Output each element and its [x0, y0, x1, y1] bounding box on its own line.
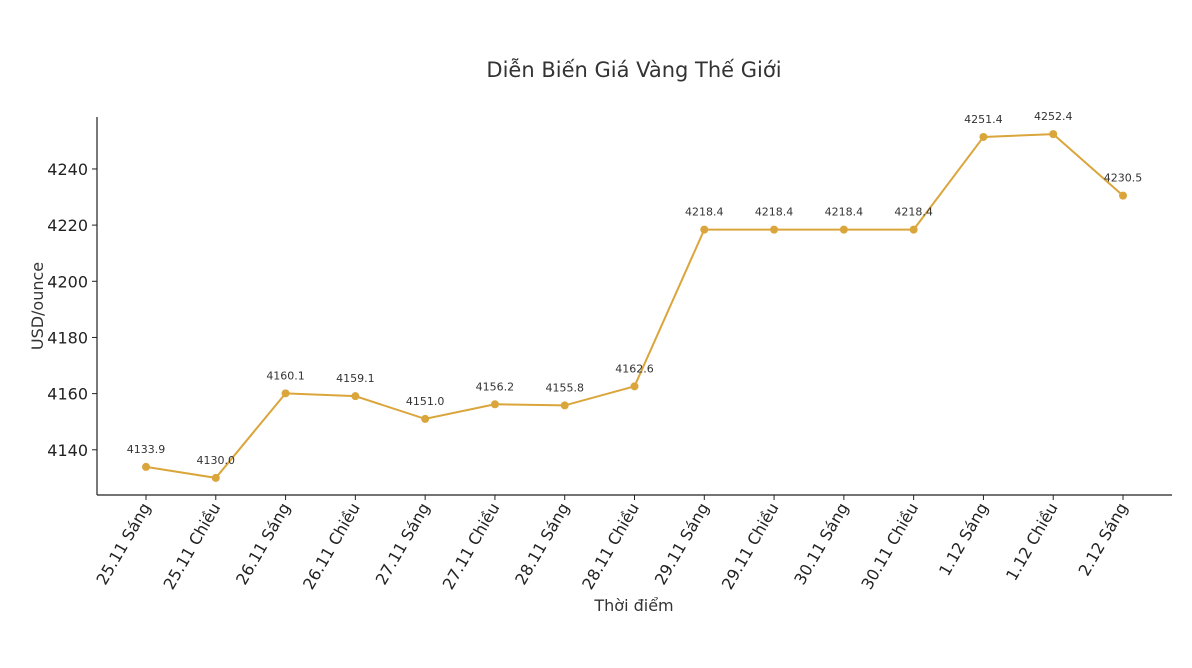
- x-tick-label: 30.11 Chiều: [857, 500, 922, 593]
- data-label: 4162.6: [615, 362, 654, 375]
- data-point: [281, 389, 290, 398]
- y-tick-label: 4200: [47, 272, 88, 291]
- data-points: [142, 130, 1127, 482]
- data-point: [1049, 130, 1058, 139]
- x-ticks: 25.11 Sáng 25.11 Chiều 26.11 Sáng 26.11 Chi…: [92, 495, 1131, 593]
- data-point: [979, 132, 988, 141]
- x-tick-label: 25.11 Sáng: [92, 500, 154, 588]
- x-tick-label: 29.11 Chiều: [718, 500, 783, 593]
- data-point: [700, 225, 709, 234]
- x-tick-label: 27.11 Chiều: [439, 500, 504, 593]
- x-tick-label: 26.11 Chiều: [299, 500, 364, 593]
- x-tick-label: 29.11 Sáng: [651, 500, 713, 588]
- data-point: [421, 414, 430, 423]
- data-label: 4159.1: [336, 372, 375, 385]
- x-tick-label: 28.11 Sáng: [511, 500, 573, 588]
- x-tick-label: 25.11 Chiều: [159, 500, 224, 593]
- data-label: 4251.4: [964, 113, 1003, 126]
- data-label: 4133.9: [127, 443, 166, 456]
- data-point: [630, 382, 639, 391]
- x-tick-label: 30.11 Sáng: [790, 500, 852, 588]
- data-label: 4218.4: [755, 206, 794, 219]
- data-point: [142, 462, 150, 471]
- data-label: 4218.4: [825, 206, 864, 219]
- x-tick-label: 2.12 Sáng: [1075, 500, 1132, 580]
- data-label: 4160.1: [266, 369, 305, 382]
- data-label: 4218.4: [894, 206, 933, 219]
- data-point: [1119, 191, 1127, 200]
- x-tick-label: 1.12 Chiều: [1002, 500, 1062, 584]
- x-tick-label: 26.11 Sáng: [232, 500, 294, 588]
- x-tick-label: 28.11 Chiều: [578, 500, 643, 593]
- x-axis-label: Thời điểm: [593, 596, 673, 615]
- y-tick-label: 4140: [47, 441, 88, 460]
- y-tick-label: 4180: [47, 328, 88, 347]
- data-point: [770, 225, 779, 234]
- data-label: 4155.8: [545, 381, 584, 394]
- data-point: [211, 473, 220, 482]
- x-tick-label: 27.11 Sáng: [372, 500, 434, 588]
- data-label: 4156.2: [476, 380, 515, 393]
- y-ticks: 4140 4160 4180 4200 4220 4240: [47, 160, 97, 460]
- data-point: [490, 400, 499, 409]
- data-point: [909, 225, 918, 234]
- y-axis-label: USD/ounce: [28, 262, 47, 350]
- data-label: 4130.0: [197, 454, 236, 467]
- data-label: 4230.5: [1104, 172, 1143, 185]
- y-tick-label: 4160: [47, 385, 88, 404]
- data-point: [839, 225, 848, 234]
- data-point: [351, 392, 360, 401]
- y-tick-label: 4220: [47, 216, 88, 235]
- x-tick-label: 1.12 Sáng: [935, 500, 992, 580]
- data-label: 4252.4: [1034, 110, 1073, 123]
- series-line: [145, 133, 1124, 479]
- data-point: [560, 401, 569, 410]
- data-labels: 4133.9 4130.0 4160.1 4159.1 4151.0 4156.2 4155…: [127, 110, 1143, 467]
- data-label: 4151.0: [406, 395, 445, 408]
- chart-title: Diễn Biến Giá Vàng Thế Giới: [486, 57, 781, 82]
- data-label: 4218.4: [685, 206, 724, 219]
- y-tick-label: 4240: [47, 160, 88, 179]
